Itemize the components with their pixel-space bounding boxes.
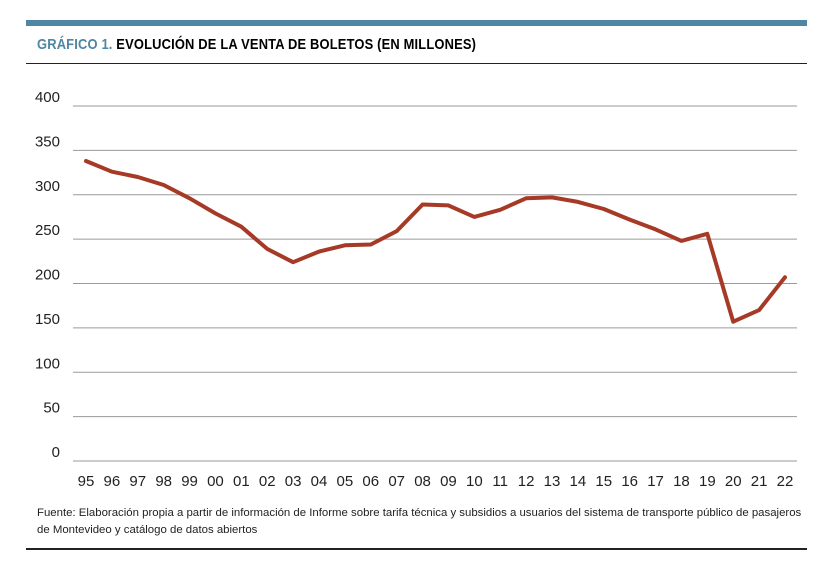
gridlines bbox=[73, 105, 797, 462]
x-tick-label: 02 bbox=[259, 473, 276, 490]
x-tick-label: 11 bbox=[492, 473, 508, 490]
y-tick-label: 50 bbox=[43, 400, 60, 417]
x-tick-label: 03 bbox=[285, 473, 302, 490]
y-tick-label: 150 bbox=[35, 311, 60, 328]
y-tick-label: 400 bbox=[35, 89, 60, 106]
x-tick-label: 17 bbox=[647, 473, 664, 490]
x-tick-label: 96 bbox=[104, 473, 121, 490]
x-tick-label: 20 bbox=[725, 473, 742, 490]
x-tick-label: 97 bbox=[129, 473, 146, 490]
title-text: EVOLUCIÓN DE LA VENTA DE BOLETOS (EN MIL… bbox=[116, 36, 477, 53]
x-tick-label: 04 bbox=[311, 473, 328, 490]
x-tick-label: 12 bbox=[518, 473, 535, 490]
x-tick-label: 01 bbox=[233, 473, 250, 490]
title-divider bbox=[26, 63, 807, 64]
x-tick-label: 00 bbox=[207, 473, 224, 490]
x-tick-label: 10 bbox=[466, 473, 483, 490]
series-group bbox=[84, 159, 787, 324]
x-tick-label: 98 bbox=[155, 473, 172, 490]
x-axis: 95 96 97 98 99 00 01 02 03 04 05 06 07 08 09 10 11 12 13 14… bbox=[78, 473, 794, 490]
x-tick-label: 19 bbox=[699, 473, 716, 490]
x-tick-label: 06 bbox=[362, 473, 379, 490]
series-line bbox=[84, 159, 787, 324]
x-tick-label: 18 bbox=[673, 473, 690, 490]
y-tick-label: 100 bbox=[35, 355, 60, 372]
title-prefix: GRÁFICO 1. bbox=[37, 36, 113, 53]
y-tick-label: 250 bbox=[35, 222, 60, 239]
bottom-divider bbox=[26, 548, 807, 550]
y-tick-label: 200 bbox=[35, 267, 60, 284]
y-tick-label: 350 bbox=[35, 133, 60, 150]
x-tick-label: 95 bbox=[78, 473, 95, 490]
y-tick-label: 300 bbox=[35, 178, 60, 195]
y-axis: 0 50 100 150 200 250 300 350 400 bbox=[35, 89, 60, 461]
x-tick-label: 16 bbox=[621, 473, 638, 490]
x-tick-label: 09 bbox=[440, 473, 457, 490]
source-note: Fuente: Elaboración propia a partir de i… bbox=[37, 507, 802, 536]
accent-bar bbox=[26, 20, 807, 26]
x-tick-label: 15 bbox=[595, 473, 612, 490]
x-tick-label: 22 bbox=[777, 473, 794, 490]
x-tick-label: 14 bbox=[570, 473, 587, 490]
x-tick-label: 13 bbox=[544, 473, 561, 490]
chart-title: GRÁFICO 1. EVOLUCIÓN DE LA VENTA DE BOLE… bbox=[37, 36, 476, 53]
x-tick-label: 08 bbox=[414, 473, 431, 490]
x-tick-label: 05 bbox=[337, 473, 354, 490]
x-tick-label: 21 bbox=[751, 473, 768, 490]
x-tick-label: 99 bbox=[181, 473, 198, 490]
x-tick-label: 07 bbox=[388, 473, 405, 490]
y-tick-label: 0 bbox=[52, 444, 60, 461]
